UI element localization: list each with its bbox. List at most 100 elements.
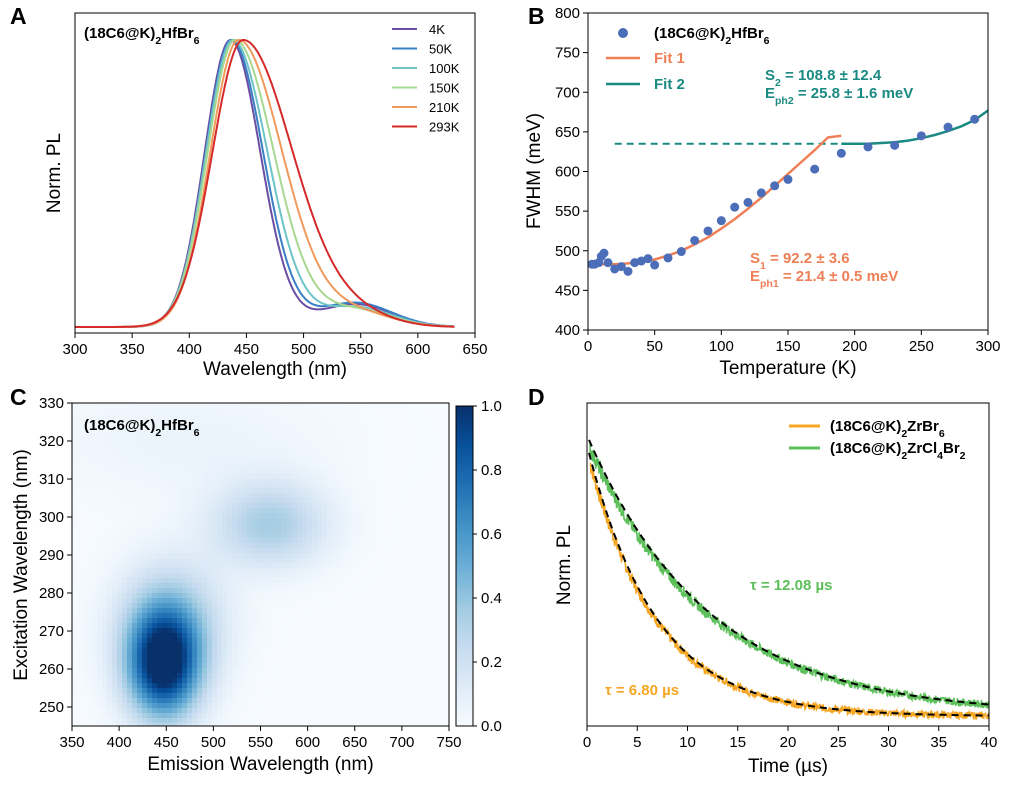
heatmap-cell: [417, 508, 423, 514]
heatmap-cell: [217, 593, 223, 599]
heatmap-cell: [132, 508, 138, 514]
heatmap-cell: [282, 633, 288, 639]
heatmap-cell: [127, 533, 133, 539]
heatmap-cell: [152, 623, 158, 629]
heatmap-cell: [292, 438, 298, 444]
heatmap-cell: [212, 408, 218, 414]
heatmap-cell: [387, 683, 393, 689]
heatmap-cell: [257, 448, 263, 454]
heatmap-cell: [232, 608, 238, 614]
heatmap-cell: [292, 598, 298, 604]
heatmap-cell: [102, 533, 108, 539]
heatmap-cell: [187, 568, 193, 574]
heatmap-cell: [342, 688, 348, 694]
heatmap-cell: [312, 643, 318, 649]
heatmap-cell: [422, 603, 428, 609]
heatmap-cell: [192, 708, 198, 714]
heatmap-cell: [337, 528, 343, 534]
heatmap-cell: [417, 428, 423, 434]
heatmap-cell: [317, 523, 323, 529]
heatmap-cell: [147, 543, 153, 549]
heatmap-cell: [252, 578, 258, 584]
heatmap-cell: [337, 618, 343, 624]
heatmap-cell: [82, 608, 88, 614]
heatmap-cell: [262, 538, 268, 544]
heatmap-cell: [202, 523, 208, 529]
heatmap-cell: [202, 598, 208, 604]
heatmap-cell: [327, 613, 333, 619]
heatmap-cell: [422, 683, 428, 689]
heatmap-cell: [112, 523, 118, 529]
heatmap-cell: [387, 693, 393, 699]
heatmap-cell: [347, 453, 353, 459]
heatmap-cell: [397, 638, 403, 644]
heatmap-cell: [147, 618, 153, 624]
heatmap-cell: [97, 513, 103, 519]
heatmap-cell: [177, 703, 183, 709]
x-tick-label: 400: [177, 341, 202, 358]
heatmap-cell: [102, 463, 108, 469]
heatmap-cell: [307, 528, 313, 534]
heatmap-cell: [377, 498, 383, 504]
heatmap-cell: [427, 438, 433, 444]
heatmap-cell: [87, 633, 93, 639]
heatmap-cell: [302, 648, 308, 654]
heatmap-cell: [317, 428, 323, 434]
heatmap-cell: [72, 473, 78, 479]
heatmap-cell: [187, 713, 193, 719]
heatmap-cell: [327, 493, 333, 499]
heatmap-cell: [102, 443, 108, 449]
heatmap-cell: [337, 648, 343, 654]
heatmap-cell: [232, 633, 238, 639]
heatmap-cell: [367, 673, 373, 679]
heatmap-cell: [172, 633, 178, 639]
heatmap-cell: [97, 538, 103, 544]
heatmap-cell: [157, 443, 163, 449]
heatmap-cell: [182, 403, 188, 409]
heatmap-cell: [277, 563, 283, 569]
heatmap-cell: [112, 613, 118, 619]
heatmap-cell: [302, 403, 308, 409]
heatmap-cell: [287, 688, 293, 694]
heatmap-cell: [292, 703, 298, 709]
heatmap-cell: [437, 618, 443, 624]
heatmap-cell: [232, 588, 238, 594]
heatmap-cell: [72, 658, 78, 664]
heatmap-cell: [177, 468, 183, 474]
heatmap-cell: [172, 573, 178, 579]
heatmap-cell: [427, 688, 433, 694]
heatmap-cell: [302, 598, 308, 604]
heatmap-cell: [287, 513, 293, 519]
heatmap-cell: [142, 628, 148, 634]
heatmap-cell: [107, 573, 113, 579]
heatmap-cell: [72, 683, 78, 689]
heatmap-cell: [87, 443, 93, 449]
heatmap-cell: [127, 663, 133, 669]
heatmap-cell: [237, 513, 243, 519]
heatmap-cell: [362, 713, 368, 719]
heatmap-cell: [252, 458, 258, 464]
heatmap-cell: [277, 558, 283, 564]
heatmap-cell: [377, 568, 383, 574]
heatmap-cell: [442, 678, 448, 684]
heatmap-cell: [432, 488, 438, 494]
heatmap-cell: [317, 553, 323, 559]
heatmap-cell: [267, 588, 273, 594]
heatmap-cell: [202, 493, 208, 499]
heatmap-cell: [87, 693, 93, 699]
heatmap-cell: [307, 493, 313, 499]
heatmap-cell: [402, 498, 408, 504]
heatmap-cell: [432, 528, 438, 534]
heatmap-cell: [287, 568, 293, 574]
heatmap-cell: [167, 693, 173, 699]
heatmap-cell: [372, 513, 378, 519]
heatmap-cell: [222, 633, 228, 639]
heatmap-cell: [362, 543, 368, 549]
heatmap-cell: [77, 408, 83, 414]
heatmap-cell: [337, 553, 343, 559]
x-tick-label: 250: [909, 338, 934, 355]
heatmap-cell: [222, 488, 228, 494]
heatmap-cell: [277, 673, 283, 679]
heatmap-cell: [402, 643, 408, 649]
heatmap-cell: [157, 563, 163, 569]
